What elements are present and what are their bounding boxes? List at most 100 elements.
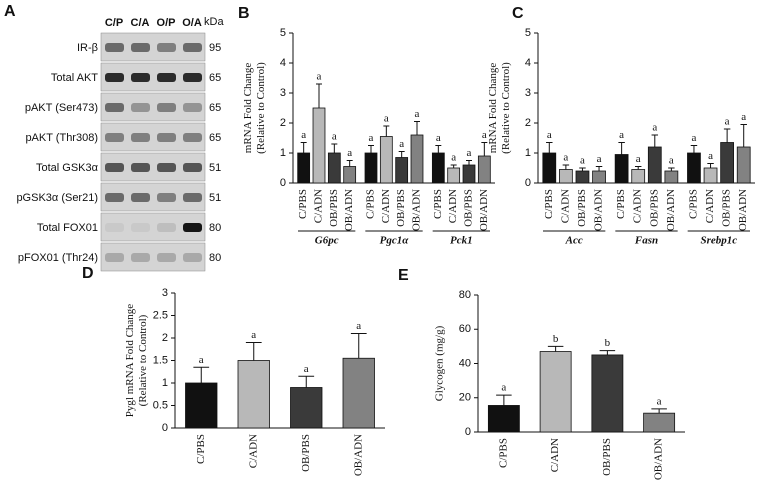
error-bar [562,164,570,170]
blot-kda: 80 [209,252,221,264]
blot-band [131,43,150,52]
bar [631,169,646,184]
panel-letter: D [82,265,94,282]
blot-kda: 65 [209,132,221,144]
blot-row-label: Total FOX01 [37,222,98,234]
error-bar [398,151,405,158]
blot-kda: 95 [209,42,221,54]
bar [343,166,357,184]
significance-letter: b [605,337,611,349]
x-tick-label: OB/PBS [300,434,312,472]
blot-band [183,223,202,232]
significance-letter: a [563,152,568,164]
y-tick-label: 3 [280,87,286,99]
y-tick-label: 4 [525,57,531,69]
bar [410,134,424,184]
error-bar [466,160,472,165]
y-axis-label: (Relative to Control) [500,62,512,154]
x-tick-label: OB/PBS [721,189,733,227]
x-tick-label: C/ADN [380,189,392,223]
bar [703,167,718,184]
x-tick-label: OB/ADN [352,434,364,476]
significance-letter: b [553,333,559,345]
y-tick-label: 2 [525,117,531,129]
group-label: Srebp1c [700,235,737,247]
x-tick-label: C/ADN [549,438,561,472]
blot-row-label: pGSK3α (Ser21) [16,192,98,204]
significance-letter: a [451,152,456,164]
panel-letter: E [398,267,409,284]
blot-band [183,73,202,82]
bar [462,164,476,184]
x-tick-label: OB/ADN [737,189,749,231]
y-axis-label: (Relative to Control) [255,62,267,154]
significance-letter: a [692,132,697,144]
y-tick-label: 40 [459,357,471,369]
bar [487,405,520,433]
error-bar [547,345,564,352]
x-tick-label: C/ADN [447,189,459,223]
x-tick-label: C/ADN [313,189,325,223]
bar [364,152,378,184]
y-tick-label: 3 [162,287,168,299]
group-label: Acc [565,235,583,247]
y-tick-label: 5 [525,27,531,39]
x-tick-label: C/ADN [247,434,259,468]
group-label: Fasn [634,235,658,247]
y-tick-label: 4 [280,57,286,69]
blot-band [157,133,176,142]
error-bar [245,342,262,361]
significance-letter: a [636,153,641,165]
x-tick-label: C/PBS [687,189,699,219]
x-tick-label: OB/PBS [576,189,588,227]
significance-letter: a [597,153,602,165]
error-bar [450,164,457,168]
lane-label: O/A [182,17,202,29]
bar [185,382,218,429]
y-tick-label: 0 [525,177,531,189]
significance-letter: a [356,320,361,332]
y-tick-label: 1.5 [153,354,168,366]
bar [542,152,557,184]
error-bar [599,350,616,355]
bar [379,136,393,184]
x-tick-label: C/ADN [704,189,716,223]
bar [447,167,461,184]
y-tick-label: 3 [525,87,531,99]
bar [687,152,701,184]
significance-letter: a [384,113,389,125]
blot-band [183,163,202,172]
y-tick-label: 1 [525,147,531,159]
blot-band [157,253,176,262]
error-bar [435,145,442,153]
significance-letter: a [304,363,309,375]
y-axis-label: mRNA Fold Change [487,63,499,154]
group-label: G6pc [315,235,339,247]
blot-band [105,253,124,262]
blot-band [157,43,176,52]
error-bar [651,134,659,147]
error-bar [595,166,603,171]
error-bar [316,83,322,108]
y-axis-label: (Relative to Control) [137,314,149,406]
y-axis-label: mRNA Fold Change [242,63,254,154]
x-tick-label: OB/PBS [601,438,613,476]
bar [395,157,409,184]
significance-letter: a [436,132,441,144]
x-tick-label: C/PBS [195,434,207,464]
blot-row-label: pAKT (Thr308) [25,132,98,144]
y-tick-label: 2 [280,117,286,129]
significance-letter: a [619,129,624,141]
x-tick-label: OB/ADN [411,189,423,231]
x-tick-label: C/PBS [615,189,627,219]
lane-label: C/P [105,17,123,29]
y-tick-label: 1 [280,147,286,159]
blot-band [183,193,202,202]
y-tick-label: 5 [280,27,286,39]
x-tick-label: OB/ADN [653,438,665,480]
blot-band [131,253,150,262]
blot-band [131,193,150,202]
blot-kda: 51 [209,192,221,204]
blot-band [131,133,150,142]
